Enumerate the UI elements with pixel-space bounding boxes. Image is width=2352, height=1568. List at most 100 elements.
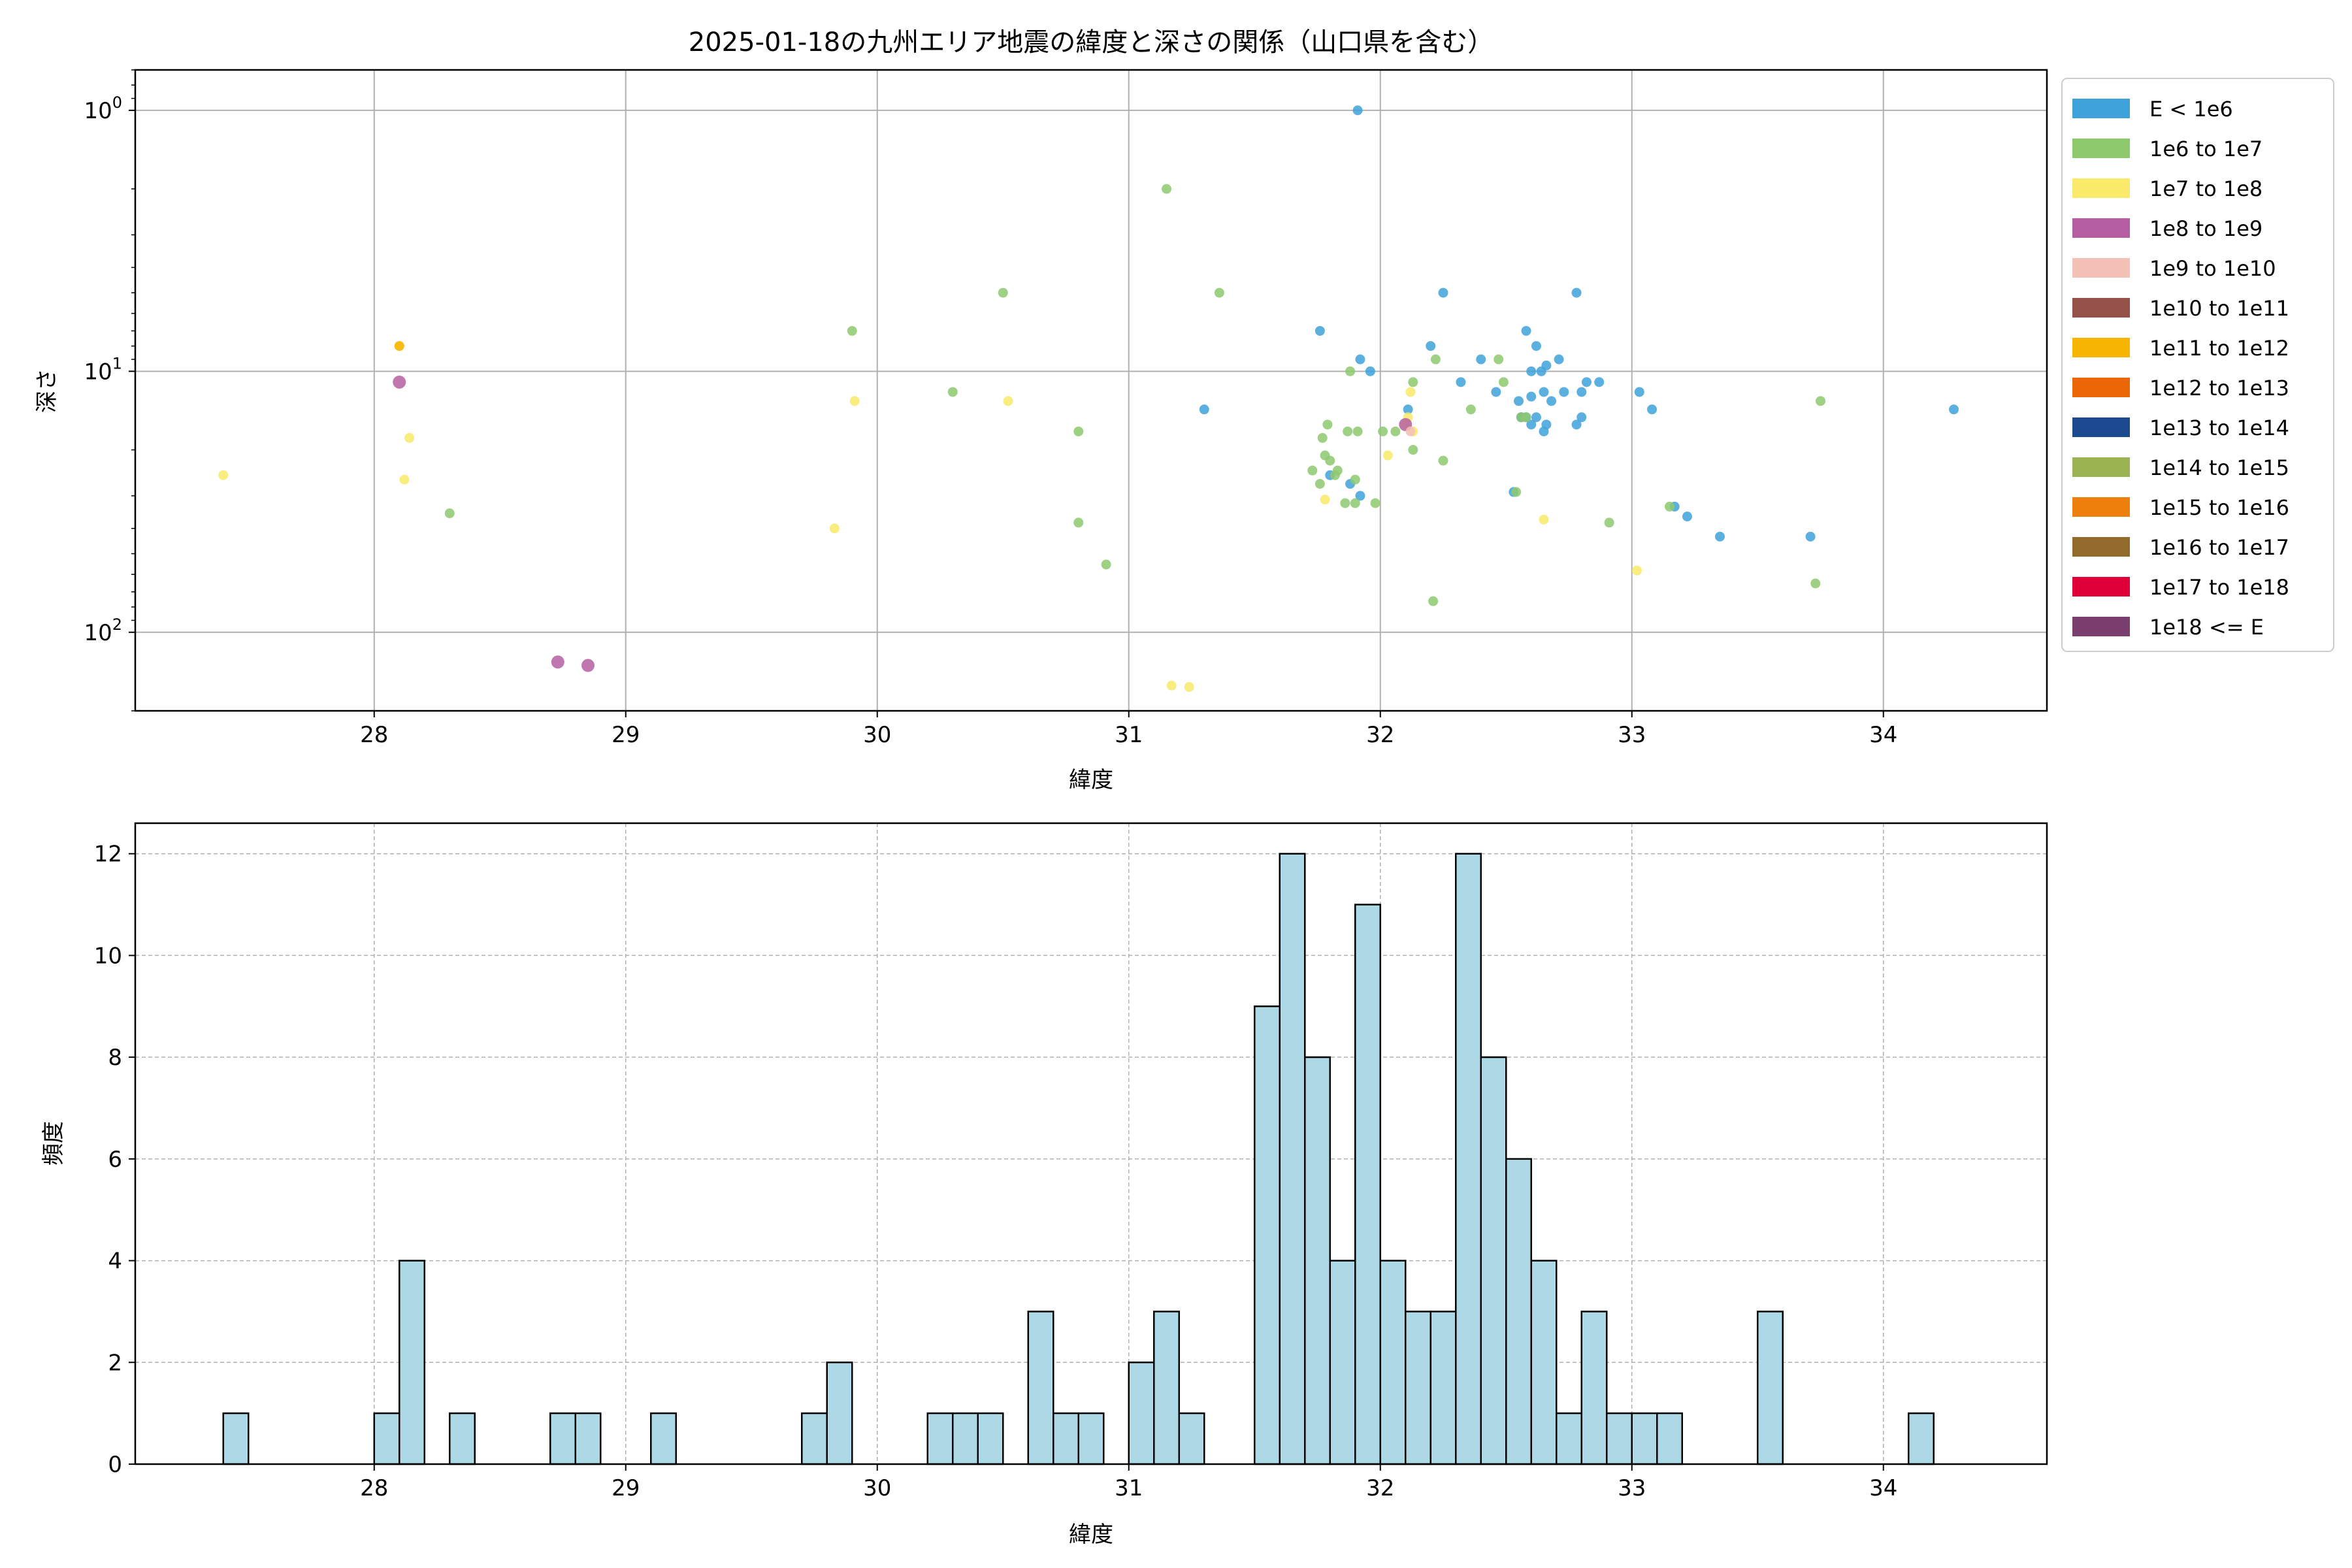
legend-label: 1e7 to 1e8 — [2149, 176, 2262, 201]
scatter-point — [218, 470, 229, 480]
histogram-bar — [1429, 1311, 1457, 1465]
legend-label: 1e18 <= E — [2149, 615, 2264, 640]
legend-swatch — [2072, 139, 2130, 158]
histogram-bar — [1128, 1362, 1155, 1465]
legend-swatch — [2072, 457, 2130, 477]
scatter-point — [1403, 404, 1413, 415]
scatter-point — [1536, 366, 1546, 376]
scatter-point — [1539, 426, 1549, 436]
scatter-point — [581, 659, 595, 672]
scatter-point — [1539, 514, 1549, 525]
scatter-point — [1315, 479, 1325, 489]
histogram-bar — [1405, 1311, 1431, 1465]
scatter-plot-area — [135, 70, 2047, 711]
legend-swatch — [2072, 258, 2130, 278]
scatter-point — [1526, 366, 1537, 376]
scatter-y-tick-label: 102 — [84, 615, 122, 646]
scatter-point — [1715, 531, 1725, 542]
histogram-bar — [826, 1362, 853, 1465]
histogram-y-tick-label: 12 — [94, 841, 122, 868]
histogram-bar — [1153, 1311, 1180, 1465]
legend-swatch — [2072, 617, 2130, 636]
histogram-x-tick-label: 31 — [1115, 1475, 1143, 1501]
histogram-x-tick-label: 29 — [612, 1475, 640, 1501]
legend-label: 1e6 to 1e7 — [2149, 137, 2262, 161]
scatter-point — [1531, 412, 1541, 423]
histogram-bar — [1580, 1311, 1608, 1465]
scatter-point — [1184, 681, 1194, 692]
legend-label: 1e16 to 1e17 — [2149, 535, 2289, 560]
scatter-point — [1325, 455, 1335, 466]
histogram-x-tick-label: 32 — [1366, 1475, 1394, 1501]
histogram-bar — [1530, 1260, 1558, 1465]
chart-title: 2025-01-18の九州エリア地震の緯度と深さの関係（山口県を含む） — [689, 27, 1494, 57]
scatter-point — [551, 655, 564, 669]
scatter-y-tick-label: 101 — [84, 354, 122, 385]
scatter-point — [1511, 487, 1522, 497]
scatter-point — [1307, 465, 1318, 476]
legend-swatch — [2072, 497, 2130, 517]
histogram-bar — [650, 1412, 677, 1465]
scatter-point — [1521, 325, 1531, 336]
histogram-x-tick-label: 28 — [360, 1475, 388, 1501]
scatter-point — [829, 523, 840, 534]
scatter-point — [1428, 596, 1439, 606]
histogram-bar — [373, 1412, 400, 1465]
scatter-point — [1214, 287, 1224, 298]
legend-label: 1e10 to 1e11 — [2149, 296, 2289, 321]
scatter-point — [1456, 377, 1466, 387]
histogram-bar — [1757, 1311, 1784, 1465]
scatter-point — [1003, 396, 1013, 406]
histogram-x-axis-label: 緯度 — [1069, 1522, 1113, 1548]
histogram-bar — [1480, 1056, 1507, 1465]
legend-label: 1e15 to 1e16 — [2149, 495, 2289, 520]
scatter-point — [1494, 354, 1504, 365]
legend-swatch — [2072, 178, 2130, 198]
histogram-y-tick-label: 4 — [108, 1249, 122, 1275]
legend-label: 1e13 to 1e14 — [2149, 416, 2289, 440]
legend-swatch — [2072, 378, 2130, 397]
scatter-point — [1634, 387, 1644, 397]
scatter-point — [1816, 396, 1825, 406]
scatter-point — [399, 474, 410, 485]
scatter-point — [1491, 387, 1501, 397]
histogram-bar — [1354, 904, 1381, 1465]
scatter-point — [1073, 517, 1084, 528]
scatter-point — [1322, 419, 1333, 430]
scatter-point — [847, 325, 857, 336]
legend-label: E < 1e6 — [2149, 97, 2233, 122]
legend: E < 1e6 1e6 to 1e7 1e7 to 1e8 1e8 to 1e9 1e9… — [2061, 78, 2334, 652]
legend-label: 1e11 to 1e12 — [2149, 336, 2289, 361]
legend-label: 1e8 to 1e9 — [2149, 216, 2262, 241]
scatter-plot: 28 29 30 31 32 33 34 100 101 102 緯度 深さ — [34, 69, 2048, 793]
scatter-x-tick-label: 29 — [612, 722, 640, 748]
scatter-point — [947, 387, 958, 397]
histogram-y-ticks: 0 2 4 6 8 10 12 — [94, 841, 135, 1478]
scatter-point — [1554, 354, 1564, 365]
histogram-bars — [222, 853, 1935, 1465]
scatter-point — [1576, 387, 1587, 397]
scatter-point — [1320, 495, 1330, 505]
histogram-bar — [1908, 1412, 1935, 1465]
legend-swatch — [2072, 218, 2130, 238]
scatter-point — [1345, 366, 1356, 376]
scatter-point — [1350, 498, 1360, 508]
scatter-point — [1355, 491, 1365, 501]
scatter-point — [1438, 287, 1448, 298]
scatter-point — [1476, 354, 1486, 365]
histogram-bar — [399, 1260, 425, 1465]
scatter-point — [1378, 426, 1388, 436]
histogram-y-axis-label: 頻度 — [41, 1121, 67, 1166]
histogram-plot-area — [135, 823, 2047, 1464]
scatter-point — [1949, 404, 1959, 415]
histogram-bar — [1279, 853, 1306, 1465]
scatter-point — [1546, 396, 1557, 406]
histogram-bar — [1631, 1412, 1658, 1465]
scatter-point — [1594, 377, 1605, 387]
scatter-point — [1408, 445, 1418, 455]
scatter-point — [998, 287, 1008, 298]
legend-items: E < 1e6 1e6 to 1e7 1e7 to 1e8 1e8 to 1e9 1e9… — [2072, 97, 2289, 640]
scatter-x-tick-label: 31 — [1115, 722, 1143, 748]
legend-swatch — [2072, 537, 2130, 557]
scatter-x-tick-label: 32 — [1366, 722, 1394, 748]
